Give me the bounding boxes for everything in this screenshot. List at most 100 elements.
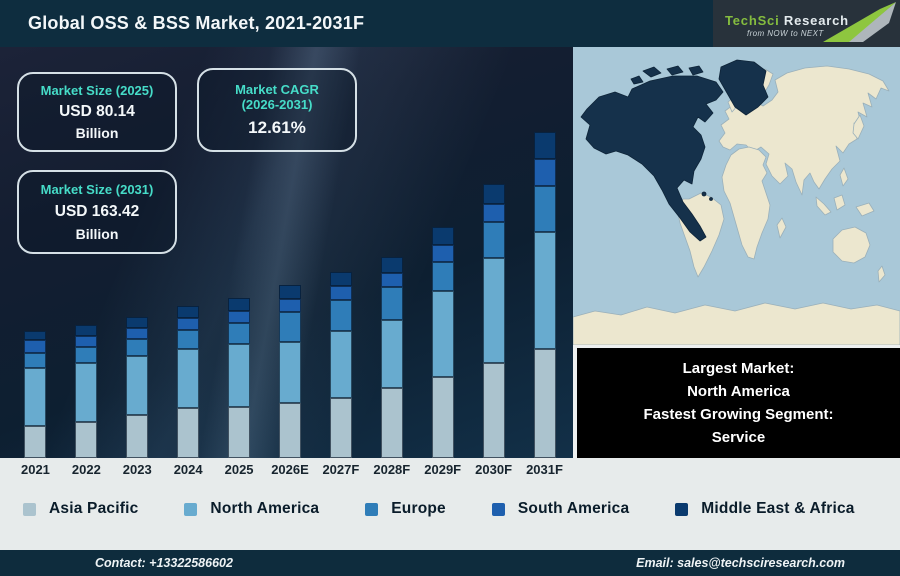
stat-value: 12.61%	[248, 118, 306, 138]
bar-column-2022	[61, 98, 112, 458]
bar-segment-2022-south-america	[75, 336, 98, 347]
bar-column-2021	[10, 98, 61, 458]
stacked-bar-2030f	[482, 184, 505, 458]
stacked-bar-2027f	[329, 272, 352, 458]
bar-column-2026e	[265, 98, 316, 458]
bar-segment-2027f-middle-east-africa	[329, 272, 352, 286]
logo-wordmark: TechSci Research	[725, 13, 849, 28]
region-arctic-island-3	[688, 65, 704, 76]
bar-segment-2023-europe	[126, 339, 149, 356]
region-sumatra	[815, 196, 832, 216]
axis-label-2026e: 2026E	[271, 462, 309, 477]
region-madagascar	[776, 217, 787, 239]
legend-label-north-america: North America	[210, 500, 320, 517]
stacked-bar-2021	[24, 331, 47, 458]
bar-segment-2030f-asia-pacific	[482, 363, 505, 458]
world-map	[573, 47, 900, 345]
bar-segment-2025-north-america	[228, 344, 251, 407]
brand-logo: TechSci Research from NOW to NEXT	[713, 0, 900, 47]
bar-segment-2022-asia-pacific	[75, 422, 98, 458]
bar-segment-2030f-north-america	[482, 258, 505, 363]
stat-unit: Billion	[75, 225, 119, 242]
region-arctic-island-4	[630, 75, 644, 85]
bar-segment-2027f-europe	[329, 300, 352, 331]
region-greenland	[718, 59, 769, 116]
legend-swatch-north-america	[184, 502, 198, 516]
bar-segment-2021-south-america	[24, 340, 47, 353]
logo-tagline: from NOW to NEXT	[747, 29, 824, 38]
bar-column-2031f	[519, 98, 570, 458]
bar-column-2025	[214, 98, 265, 458]
region-africa	[721, 146, 771, 260]
right-column: Largest Market: North America Fastest Gr…	[573, 47, 900, 458]
legend: Asia Pacific North America Europe South Ame…	[23, 500, 855, 518]
axis-label-2024: 2024	[173, 462, 203, 477]
stat-heading: Market Size (2031)	[40, 182, 154, 198]
bar-segment-2030f-middle-east-africa	[482, 184, 505, 204]
stacked-bar-2026e	[278, 285, 301, 458]
callout-line-3: Fastest Growing Segment:	[643, 406, 834, 423]
axis-label-2025: 2025	[224, 462, 254, 477]
axis-label-2023: 2023	[122, 462, 152, 477]
bar-segment-2030f-south-america	[482, 204, 505, 222]
legend-label-asia-pacific: Asia Pacific	[49, 500, 139, 517]
region-caribbean-1	[701, 191, 707, 197]
bar-segment-2026e-asia-pacific	[278, 403, 301, 458]
stacked-bar-2025	[228, 298, 251, 458]
axis-label-2031f: 2031F	[526, 462, 563, 477]
axis-label-2028f: 2028F	[373, 462, 411, 477]
bar-segment-2028f-south-america	[380, 273, 403, 287]
region-antarctica	[573, 302, 900, 345]
bar-segment-2025-middle-east-africa	[228, 298, 251, 311]
bar-segment-2025-south-america	[228, 311, 251, 323]
bar-segment-2024-south-america	[177, 318, 200, 330]
bar-column-2024	[163, 98, 214, 458]
bar-segment-2027f-south-america	[329, 286, 352, 300]
bar-segment-2024-europe	[177, 330, 200, 349]
bar-segment-2025-europe	[228, 323, 251, 344]
footer-email: Email: sales@techsciresearch.com	[636, 556, 845, 570]
bar-segment-2023-middle-east-africa	[126, 317, 149, 328]
bar-segment-2024-middle-east-africa	[177, 306, 200, 318]
callout-line-4: Service	[711, 429, 766, 446]
bar-segment-2027f-north-america	[329, 331, 352, 398]
logo-word-techsci: TechSci	[725, 13, 780, 28]
logo-word-research: Research	[783, 13, 849, 28]
legend-swatch-europe	[365, 502, 379, 516]
bar-segment-2026e-europe	[278, 312, 301, 342]
bottom-band: 2021 2022 2023 2024 2025 2026E 2027F 2028F 2029F…	[0, 458, 900, 550]
bar-column-2027f	[315, 98, 366, 458]
bars-row	[10, 98, 570, 458]
bar-segment-2025-asia-pacific	[228, 407, 251, 458]
bar-segment-2028f-asia-pacific	[380, 388, 403, 458]
callout-box: Largest Market: North America Fastest Gr…	[573, 348, 900, 458]
region-philippines	[839, 167, 849, 187]
axis-label-2027f: 2027F	[322, 462, 360, 477]
axis-years-row: 2021 2022 2023 2024 2025 2026E 2027F 2028F 2029F…	[10, 462, 570, 477]
stacked-bar-2024	[177, 306, 200, 458]
bar-segment-2030f-europe	[482, 222, 505, 258]
region-north-america	[580, 75, 724, 242]
stacked-bar-2029f	[431, 227, 454, 458]
bar-segment-2022-middle-east-africa	[75, 325, 98, 336]
bar-segment-2031f-north-america	[533, 232, 556, 349]
stat-box-market-cagr: Market CAGR (2026-2031) 12.61%	[197, 68, 357, 152]
bar-segment-2021-asia-pacific	[24, 426, 47, 458]
legend-label-middle-east-africa: Middle East & Africa	[701, 500, 855, 517]
region-borneo	[833, 194, 846, 211]
region-new-guinea	[855, 202, 875, 217]
axis-label-2029f: 2029F	[424, 462, 462, 477]
bar-segment-2023-north-america	[126, 356, 149, 415]
legend-item-middle-east-africa: Middle East & Africa	[675, 500, 854, 518]
callout-line-2: North America	[687, 383, 790, 400]
bar-column-2028f	[366, 98, 417, 458]
stat-heading: Market CAGR	[235, 81, 319, 97]
stat-value: USD 163.42	[54, 202, 140, 220]
bar-segment-2029f-europe	[431, 262, 454, 291]
stat-value: USD 80.14	[59, 102, 135, 120]
bar-segment-2024-north-america	[177, 349, 200, 408]
bar-segment-2023-south-america	[126, 328, 149, 339]
bar-segment-2027f-asia-pacific	[329, 398, 352, 458]
bar-column-2023	[112, 98, 163, 458]
